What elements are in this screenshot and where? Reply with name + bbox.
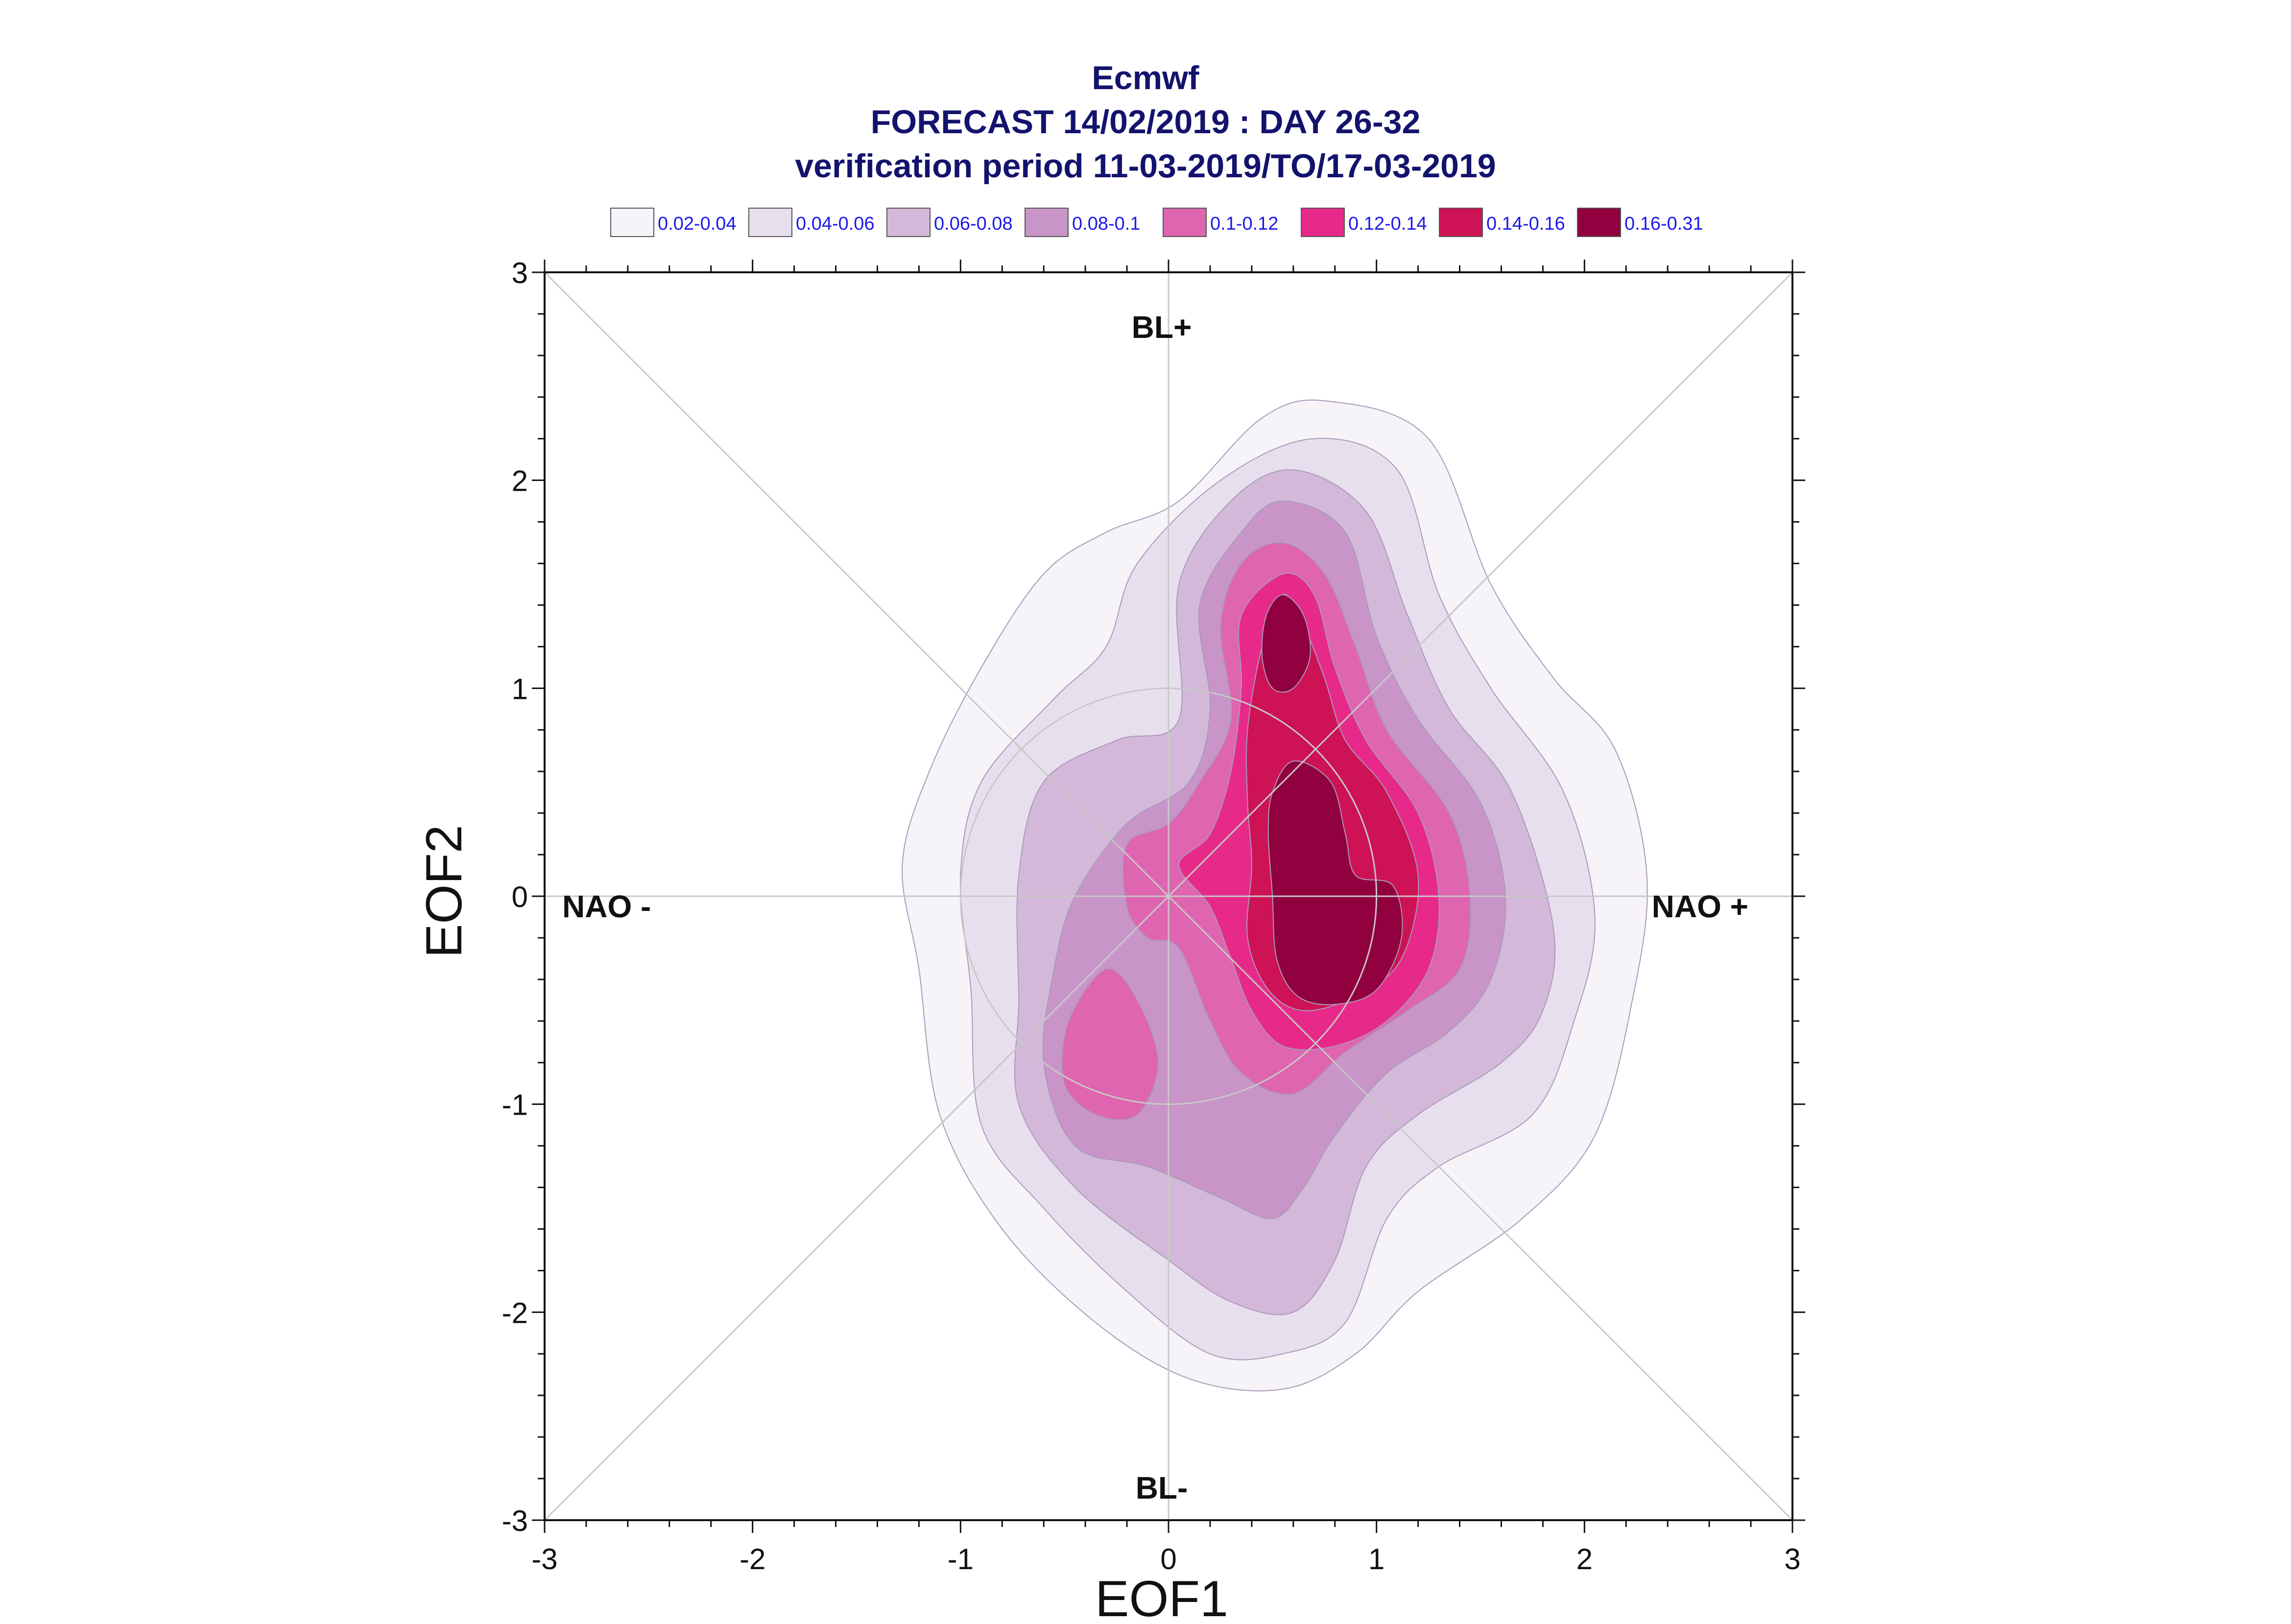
- guide-lines: [544, 271, 1793, 1521]
- legend-swatch: [748, 208, 792, 237]
- regime-label-right: NAO +: [1652, 889, 1748, 924]
- legend-swatch: [1301, 208, 1345, 237]
- x-tick-label: -2: [740, 1543, 765, 1576]
- regime-label-left: NAO -: [562, 889, 651, 924]
- x-tick-label: 0: [1160, 1543, 1176, 1576]
- legend-swatch: [886, 208, 931, 237]
- axis-ticks: -3 -2 -1 0 1 2 3 -3 -2 -1 0 1 2 3: [502, 257, 1805, 1576]
- legend-swatch: [1439, 208, 1483, 237]
- density-contour: [1267, 760, 1403, 1005]
- y-tick-label: 1: [512, 672, 528, 705]
- density-contours: [902, 399, 1648, 1391]
- y-tick-label: -2: [502, 1296, 528, 1329]
- legend-swatch: [1163, 208, 1207, 237]
- chart-title: Ecmwf FORECAST 14/02/2019 : DAY 26-32 ve…: [795, 59, 1496, 185]
- legend-label: 0.06-0.08: [934, 214, 1013, 234]
- legend-label: 0.12-0.14: [1348, 214, 1427, 234]
- title-line-1: Ecmwf: [1092, 59, 1199, 96]
- legend-label: 0.02-0.04: [658, 214, 737, 234]
- density-contour: [1061, 968, 1159, 1121]
- y-tick-label: 0: [512, 881, 528, 913]
- x-tick-label: -1: [948, 1543, 974, 1576]
- legend-swatch: [1025, 208, 1069, 237]
- legend-label: 0.08-0.1: [1072, 214, 1140, 234]
- legend-label: 0.16-0.31: [1624, 214, 1703, 234]
- y-tick-label: 3: [512, 257, 528, 289]
- x-tick-label: 3: [1784, 1543, 1800, 1576]
- plot-area: -3 -2 -1 0 1 2 3 -3 -2 -1 0 1 2 3 BL+ BL- NAO - NAO +…: [416, 257, 1805, 1624]
- regime-labels: BL+ BL- NAO - NAO +: [562, 310, 1748, 1505]
- legend-swatch: [1577, 208, 1621, 237]
- y-tick-label: -1: [502, 1089, 528, 1122]
- y-tick-label: 2: [512, 465, 528, 498]
- legend-label: 0.1-0.12: [1210, 214, 1278, 234]
- x-tick-label: -3: [531, 1543, 557, 1576]
- title-line-3: verification period 11-03-2019/TO/17-03-…: [795, 147, 1496, 185]
- x-tick-label: 2: [1576, 1543, 1593, 1576]
- y-tick-label: -3: [502, 1505, 528, 1537]
- density-contour: [1261, 594, 1311, 693]
- legend-swatch: [610, 208, 654, 237]
- x-tick-label: 1: [1368, 1543, 1384, 1576]
- regime-label-top: BL+: [1132, 310, 1192, 345]
- unit-circle: [959, 687, 1378, 1105]
- x-axis-label: EOF1: [1095, 1571, 1228, 1622]
- title-line-2: FORECAST 14/02/2019 : DAY 26-32: [871, 103, 1421, 141]
- legend-label: 0.04-0.06: [796, 214, 875, 234]
- legend: 0.02-0.04 0.04-0.06 0.06-0.08 0.08-0.1 0.1-0…: [610, 208, 1703, 237]
- regime-label-bottom: BL-: [1136, 1470, 1188, 1505]
- legend-label: 0.14-0.16: [1486, 214, 1565, 234]
- y-axis-label: EOF2: [416, 825, 473, 958]
